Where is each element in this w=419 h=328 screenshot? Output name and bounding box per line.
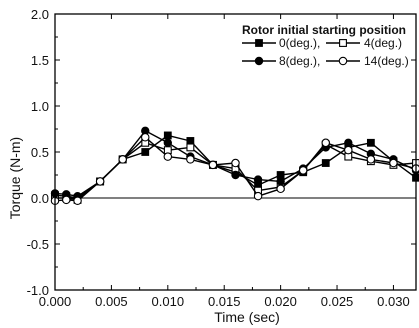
legend-entry: 0(deg.), (242, 36, 320, 50)
y-tick-label: -0.5 (27, 237, 49, 252)
y-axis-title: Torque (N-m) (7, 137, 23, 219)
legend-label: 8(deg.), (279, 54, 320, 68)
data-point (141, 133, 150, 142)
y-tick-label: 0.5 (31, 145, 49, 160)
data-point (186, 155, 195, 164)
data-point (73, 196, 82, 206)
y-tick-label: 1.0 (31, 99, 49, 114)
data-point (344, 145, 353, 155)
data-point (366, 155, 376, 164)
data-point (321, 159, 330, 167)
legend-marker (255, 39, 263, 47)
legend-label: 4(deg.) (364, 36, 402, 50)
legend-entry: 8(deg.), (242, 54, 320, 68)
data-point (253, 191, 263, 201)
data-point (62, 195, 71, 205)
plot-frame (54, 13, 417, 291)
data-point (231, 170, 240, 180)
x-tick-label: 0.005 (95, 294, 128, 309)
x-tick-label: 0.010 (152, 294, 185, 309)
data-point (344, 138, 353, 148)
legend-label: 14(deg.) (364, 54, 409, 68)
x-axis-title: Time (sec) (214, 309, 280, 325)
legend-entry: 14(deg.) (326, 54, 409, 68)
y-tick-label: -1.0 (27, 283, 49, 298)
x-tick-label: 0.025 (321, 294, 354, 309)
data-point (163, 138, 173, 148)
data-point (141, 148, 150, 156)
x-tick-label: 0.000 (39, 294, 72, 309)
axes-layer: 0.000 0.005 0.010 0.015 0.020 0.025 0.030 -1.0 -… (27, 7, 417, 309)
x-tick-label: 0.015 (208, 294, 241, 309)
data-point (118, 155, 127, 164)
data-point (276, 177, 285, 186)
data-point (208, 160, 218, 170)
y-tick-label: 0.0 (31, 191, 49, 206)
data-point (163, 152, 173, 161)
data-point (95, 177, 105, 186)
x-tick-label: 0.030 (377, 294, 410, 309)
data-point (186, 137, 195, 145)
legend-entry: 4(deg.) (326, 36, 402, 50)
legend-label: 0(deg.), (279, 36, 320, 50)
legend-marker (338, 56, 348, 66)
data-point (253, 175, 263, 184)
data-point (321, 138, 330, 148)
data-point (163, 131, 172, 140)
data-point (298, 166, 308, 175)
data-point (366, 138, 375, 147)
data-point (389, 158, 398, 168)
legend-marker (339, 39, 347, 47)
plot-layer (50, 126, 419, 206)
legend-marker (254, 56, 264, 66)
y-tick-label: 1.5 (31, 53, 49, 68)
legend-title: Rotor initial starting position (242, 23, 406, 37)
data-point (231, 158, 240, 168)
x-tick-label: 0.020 (264, 294, 297, 309)
series-open-circle (50, 133, 419, 206)
data-point (276, 184, 285, 194)
legend: Rotor initial starting position 0(deg.),… (242, 23, 409, 68)
y-tick-label: 2.0 (31, 7, 49, 22)
data-point (186, 143, 195, 152)
